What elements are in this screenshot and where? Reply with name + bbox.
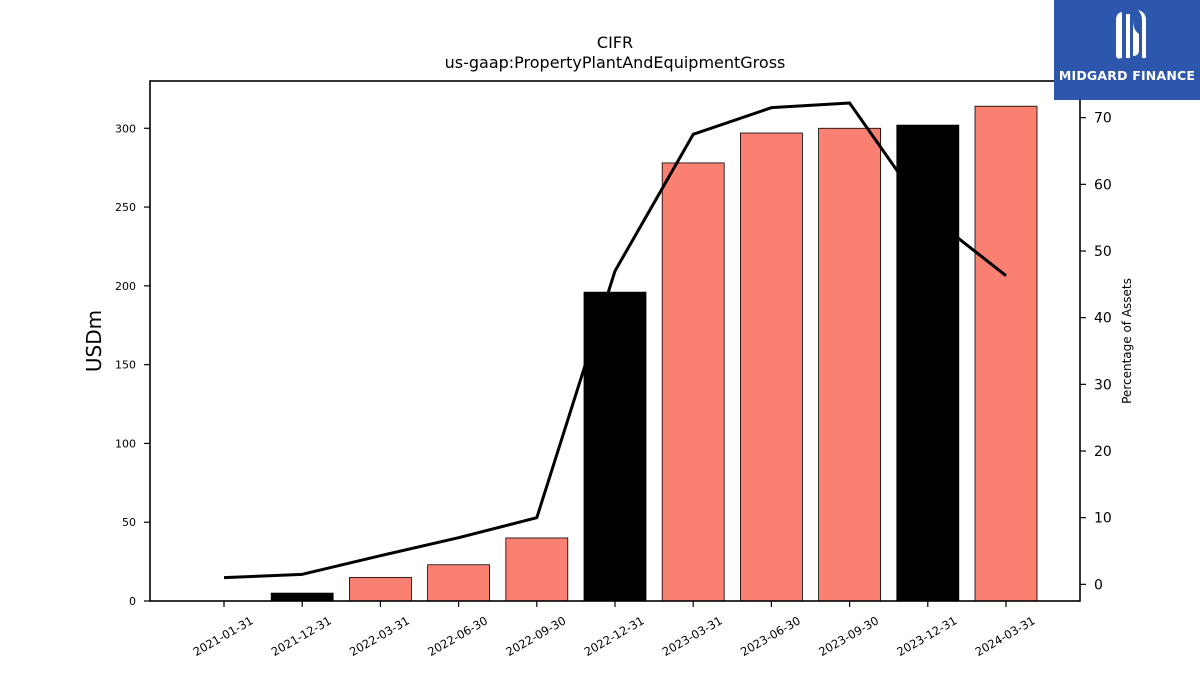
y2-tick-label-40: 40 <box>1094 311 1112 327</box>
percentage-line <box>223 101 1007 580</box>
y2-tick-label-0: 0 <box>1094 577 1103 593</box>
bar-2021-12-31 <box>270 592 334 602</box>
x-tick-label-2024-03-31: 2024-03-31 <box>973 613 1038 659</box>
y-tick-label-300: 300 <box>115 122 136 135</box>
bar-2022-03-31 <box>348 576 412 602</box>
x-tick-label-2023-09-30: 2023-09-30 <box>816 613 881 659</box>
y2-tick-label-30: 30 <box>1094 377 1112 393</box>
chart-subtitle: us-gaap:PropertyPlantAndEquipmentGross <box>445 53 786 72</box>
x-tick-label-2023-12-31: 2023-12-31 <box>894 613 959 659</box>
y2-tick-label-70: 70 <box>1094 111 1112 127</box>
logo-mark-icon <box>1116 10 1146 59</box>
y-tick-label-0: 0 <box>129 595 136 608</box>
y-tick-label-50: 50 <box>122 516 136 529</box>
line-layer <box>223 101 1007 580</box>
x-tick-label-2022-06-30: 2022-06-30 <box>425 613 490 659</box>
bar-2023-06-30 <box>740 132 803 602</box>
bar-2022-09-30 <box>505 537 569 602</box>
x-tick-label-2022-03-31: 2022-03-31 <box>347 613 412 659</box>
bars-layer <box>270 105 1038 602</box>
bar-2023-03-31 <box>661 162 725 602</box>
x-tick-label-2021-12-31: 2021-12-31 <box>269 613 334 659</box>
chart-title: CIFR <box>597 33 633 52</box>
x-tick-label-2022-12-31: 2022-12-31 <box>582 613 647 659</box>
y-tick-label-150: 150 <box>115 359 136 372</box>
y-axis-label: USDm <box>82 310 106 372</box>
y-tick-label-250: 250 <box>115 201 136 214</box>
y2-axis-label: Percentage of Assets <box>1120 278 1134 404</box>
x-tick-label-2022-09-30: 2022-09-30 <box>503 613 568 659</box>
bar-2023-12-31 <box>896 124 960 602</box>
x-tick-label-2023-06-30: 2023-06-30 <box>738 613 803 659</box>
midgard-finance-logo: MIDGARD FINANCE <box>1054 0 1200 100</box>
logo-text: MIDGARD FINANCE <box>1058 68 1196 83</box>
y2-tick-label-60: 60 <box>1094 177 1112 193</box>
x-tick-label-2023-03-31: 2023-03-31 <box>660 613 725 659</box>
bar-2024-03-31 <box>974 105 1038 602</box>
y2-tick-label-10: 10 <box>1094 511 1112 527</box>
y2-tick-label-50: 50 <box>1094 244 1112 260</box>
bar-2022-12-31 <box>583 291 647 602</box>
x-tick-label-2021-01-31: 2021-01-31 <box>191 613 256 659</box>
bar-2022-06-30 <box>427 564 491 602</box>
y-tick-label-100: 100 <box>115 437 136 450</box>
bar-2023-09-30 <box>818 127 881 602</box>
y-tick-label-200: 200 <box>115 280 136 293</box>
y2-tick-label-20: 20 <box>1094 444 1112 460</box>
